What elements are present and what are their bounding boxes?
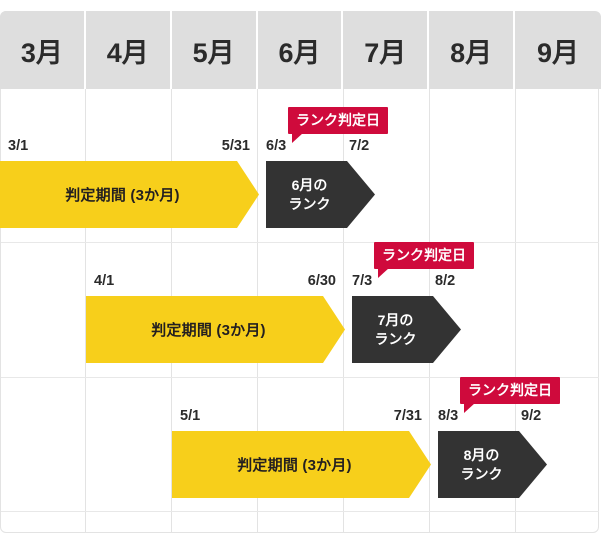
month-label-5: 5月	[192, 37, 235, 68]
month-label-8: 8月	[450, 37, 493, 68]
evaluation-period-label-1: 判定期間 (3か月)	[65, 187, 180, 204]
rank-result-line1-3: 8月の	[463, 446, 500, 463]
rank-result-bar-1: 6月の ランク	[266, 161, 375, 228]
month-header-cell-7: 7月	[343, 11, 430, 89]
rank-start-date-2: 7/3	[352, 273, 373, 289]
rank-result-bar-2: 7月の ランク	[352, 296, 461, 363]
rank-result-line1-2: 7月の	[377, 311, 414, 328]
callout-tail-icon-3	[464, 403, 475, 413]
rank-result-label-1: 6月の ランク	[289, 176, 331, 214]
month-label-9: 9月	[536, 37, 579, 68]
rank-result-label-2: 7月の ランク	[375, 311, 417, 349]
rank-judgement-callout-2: ランク判定日	[374, 242, 474, 278]
month-header-cell-9: 9月	[515, 11, 601, 89]
evaluation-period-label-2: 判定期間 (3か月)	[151, 322, 266, 339]
month-header-cell-8: 8月	[429, 11, 516, 89]
rank-start-date-3: 8/3	[438, 408, 459, 424]
timeline-row-3: ランク判定日 5/1 7/31 8/3 9/2 判定期間 (3か月) 8月の ラ…	[0, 359, 601, 512]
month-header-row: 3月 4月 5月 6月 7月 8月 9月	[0, 11, 601, 89]
month-header-cell-5: 5月	[171, 11, 258, 89]
callout-tail-icon-1	[292, 133, 303, 143]
rank-judgement-callout-1: ランク判定日	[288, 107, 388, 143]
rank-result-label-3: 8月の ランク	[461, 446, 503, 484]
rank-judgement-callout-3: ランク判定日	[460, 377, 560, 413]
row-separator-1	[1, 242, 599, 243]
rank-result-line1-1: 6月の	[291, 176, 328, 193]
rank-result-line2-2: ランク	[374, 330, 417, 347]
callout-label-1: ランク判定日	[296, 112, 380, 128]
callout-label-3: ランク判定日	[468, 382, 552, 398]
callout-label-2: ランク判定日	[382, 247, 466, 263]
period-end-date-1: 5/31	[221, 138, 250, 154]
month-label-6: 6月	[278, 37, 321, 68]
rank-end-date-3: 9/2	[521, 408, 542, 424]
month-header-cell-6: 6月	[257, 11, 344, 89]
rank-result-line2-3: ランク	[460, 465, 503, 482]
period-end-date-3: 7/31	[393, 408, 422, 424]
rank-end-date-2: 8/2	[435, 273, 456, 289]
timeline-row-2: ランク判定日 4/1 6/30 7/3 8/2 判定期間 (3か月) 7月の ラ…	[0, 224, 601, 377]
rank-end-date-1: 7/2	[349, 138, 370, 154]
evaluation-period-bar-3: 判定期間 (3か月)	[172, 431, 431, 498]
month-label-7: 7月	[364, 37, 407, 68]
row-separator-2	[1, 377, 599, 378]
callout-tail-icon-2	[378, 268, 389, 278]
rank-result-bar-3: 8月の ランク	[438, 431, 547, 498]
evaluation-period-bar-2: 判定期間 (3か月)	[86, 296, 345, 363]
month-header-cell-3: 3月	[0, 11, 86, 89]
evaluation-period-bar-1: 判定期間 (3か月)	[0, 161, 259, 228]
month-header-cell-4: 4月	[85, 11, 172, 89]
period-start-date-2: 4/1	[94, 273, 115, 289]
timeline-row-1: ランク判定日 3/1 5/31 6/3 7/2 判定期間 (3か月) 6月の ラ…	[0, 89, 601, 242]
period-start-date-1: 3/1	[8, 138, 29, 154]
rank-start-date-1: 6/3	[266, 138, 287, 154]
month-label-3: 3月	[20, 37, 63, 68]
period-start-date-3: 5/1	[180, 408, 201, 424]
row-separator-3	[1, 511, 599, 512]
month-label-4: 4月	[106, 37, 149, 68]
period-end-date-2: 6/30	[307, 273, 336, 289]
rank-result-line2-1: ランク	[288, 195, 331, 212]
evaluation-period-label-3: 判定期間 (3か月)	[237, 457, 352, 474]
